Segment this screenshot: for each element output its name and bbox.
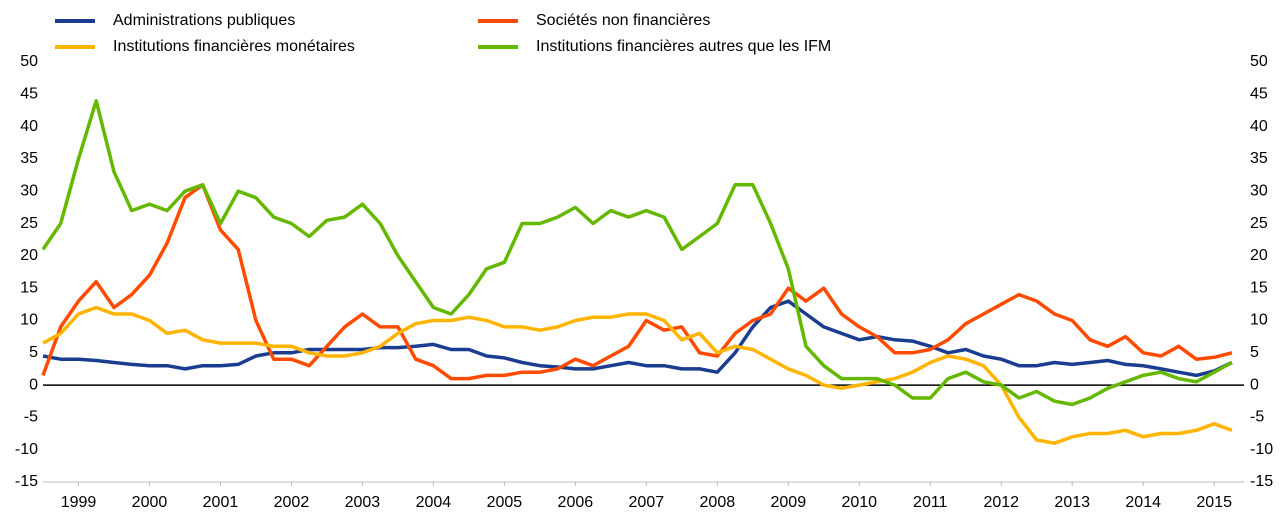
y-tick-label-right: -5	[1250, 409, 1264, 426]
x-tick-label: 2014	[1125, 494, 1161, 511]
y-tick-label-right: -10	[1250, 441, 1273, 458]
x-tick-label: 2011	[913, 494, 948, 511]
y-tick-label-right: -15	[1250, 473, 1273, 490]
x-tick-label: 2002	[274, 494, 310, 511]
y-tick-label-right: 25	[1250, 215, 1268, 232]
y-tick-label-left: 15	[20, 279, 38, 296]
y-tick-label-left: 40	[20, 118, 38, 135]
x-tick-label: 2010	[841, 494, 877, 511]
y-tick-label-left: 35	[20, 150, 38, 167]
x-tick-label: 2009	[771, 494, 807, 511]
y-tick-label-left: 30	[20, 182, 38, 199]
x-tick-label: 2012	[983, 494, 1019, 511]
x-tick-label: 2001	[203, 494, 239, 511]
y-tick-label-right: 35	[1250, 150, 1268, 167]
y-tick-label-left: 5	[29, 344, 38, 361]
x-tick-label: 2000	[132, 494, 168, 511]
y-tick-label-left: 20	[20, 247, 38, 264]
x-tick-label: 2008	[700, 494, 736, 511]
y-tick-label-right: 45	[1250, 86, 1268, 103]
x-tick-label: 2005	[487, 494, 523, 511]
y-tick-label-right: 15	[1250, 279, 1268, 296]
legend-label: Institutions financières autres que les …	[536, 38, 831, 55]
y-tick-label-left: -5	[24, 409, 38, 426]
y-tick-label-right: 20	[1250, 247, 1268, 264]
y-tick-label-right: 5	[1250, 344, 1259, 361]
y-tick-label-left: 0	[29, 376, 38, 393]
series-line	[41, 183, 1233, 381]
x-tick-label: 2015	[1196, 494, 1232, 511]
legend-label: Administrations publiques	[113, 12, 295, 29]
y-tick-label-right: 10	[1250, 312, 1268, 329]
y-tick-label-left: 50	[20, 53, 38, 70]
series-line	[42, 305, 1233, 445]
series-line	[42, 299, 1233, 378]
legend-label: Sociétés non financières	[536, 12, 710, 29]
y-tick-label-left: 25	[20, 215, 38, 232]
y-tick-label-right: 0	[1250, 376, 1259, 393]
y-tick-label-left: -15	[15, 473, 38, 490]
y-tick-label-left: 45	[20, 86, 38, 103]
y-tick-label-right: 40	[1250, 118, 1268, 135]
legend-label: Institutions financières monétaires	[113, 38, 355, 55]
y-tick-label-right: 50	[1250, 53, 1268, 70]
x-tick-label: 2007	[629, 494, 665, 511]
y-tick-label-right: 30	[1250, 182, 1268, 199]
y-tick-label-left: -10	[15, 441, 38, 458]
x-tick-label: 2013	[1054, 494, 1090, 511]
x-tick-label: 2003	[345, 494, 381, 511]
x-tick-label: 2006	[558, 494, 594, 511]
series-line	[41, 99, 1233, 407]
x-tick-label: 2004	[416, 494, 452, 511]
y-tick-label-left: 10	[20, 312, 38, 329]
x-tick-label: 1999	[61, 494, 97, 511]
